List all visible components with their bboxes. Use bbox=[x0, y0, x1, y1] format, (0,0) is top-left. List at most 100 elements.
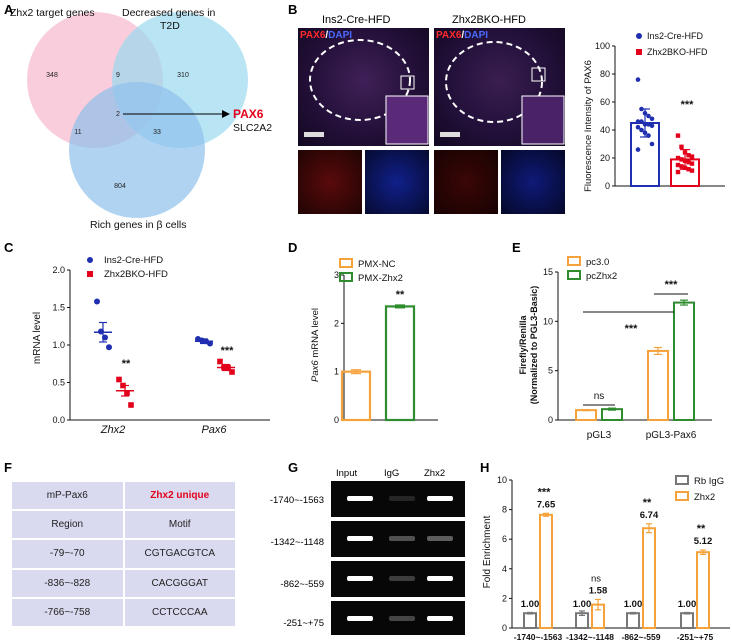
chart-c-point bbox=[207, 340, 213, 347]
chart-b-point bbox=[635, 119, 641, 124]
chart-d-ylabel-gene: Pax6 bbox=[310, 360, 321, 382]
chart-d-ytick-label: 1 bbox=[334, 367, 339, 377]
chart-h-value-label-igg: 1.00 bbox=[624, 599, 643, 610]
chart-c-point bbox=[221, 364, 227, 371]
chart-h-legend-2: Zhx2 bbox=[694, 492, 715, 503]
chart-b-marks bbox=[630, 77, 700, 187]
chart-b-point bbox=[649, 123, 655, 129]
chart-c-sig-1: ** bbox=[122, 358, 131, 370]
motif-table-cell: -79~-70 bbox=[10, 538, 125, 570]
panel-label-e: E bbox=[512, 240, 521, 255]
chart-e-bar bbox=[673, 301, 695, 421]
chart-b-point bbox=[682, 150, 688, 155]
chart-b-point bbox=[642, 122, 648, 127]
motif-table-cell: -836~-828 bbox=[10, 567, 125, 599]
chart-h-value-label-igg: 1.00 bbox=[678, 599, 697, 610]
chart-b-ytick-label: 60 bbox=[600, 97, 610, 107]
chart-e-sig-cross: *** bbox=[625, 323, 639, 335]
chart-b-point bbox=[642, 130, 648, 136]
chart-h-bar-igg bbox=[626, 612, 640, 629]
chart-h-value-label-igg: 1.00 bbox=[573, 599, 592, 610]
chart-b-ylabel: Fluorescence Intensity of PAX6 bbox=[583, 60, 594, 192]
micro-stain-dapi-2: DAPI bbox=[464, 30, 489, 41]
chart-d-legend-2: PMX-Zhx2 bbox=[358, 273, 403, 284]
zoom-inset bbox=[385, 95, 429, 145]
gel-lane-zhx2: Zhx2 bbox=[424, 468, 446, 479]
micro-channel-blue-2 bbox=[501, 150, 565, 214]
chart-c-legend-marker-2 bbox=[87, 271, 93, 277]
chart-h-ylabel: Fold Enrichment bbox=[482, 515, 493, 588]
chart-b-point bbox=[686, 160, 691, 165]
chart-c-ytick-label: 1.0 bbox=[52, 340, 65, 350]
micro-title-group2: Zhx2BKO-HFD bbox=[452, 14, 526, 26]
chart-b-point bbox=[639, 119, 644, 124]
chart-h-bar-zhx2 bbox=[696, 551, 710, 629]
chart-e-bar bbox=[575, 409, 597, 421]
motif-table-cell: mP-Pax6 bbox=[10, 479, 125, 512]
chart-c-ylabel: mRNA level bbox=[32, 312, 43, 364]
chart-h-value-label-zhx2: 5.12 bbox=[694, 536, 713, 547]
chart-b-point bbox=[649, 116, 655, 122]
chart-b-point bbox=[646, 133, 651, 138]
gel-band bbox=[389, 616, 415, 621]
gel-band bbox=[389, 536, 415, 541]
venn-count-ac: 11 bbox=[74, 129, 81, 136]
chart-b-point bbox=[646, 113, 651, 119]
gel-band bbox=[427, 536, 453, 541]
motif-table-row: Region Motif bbox=[10, 509, 237, 541]
chart-b-point bbox=[635, 124, 641, 130]
motif-table-cell: Motif bbox=[122, 509, 237, 541]
chart-c-ytick-label: 0.5 bbox=[52, 378, 65, 388]
motif-table-row: mP-Pax6 Zhx2 unique bbox=[10, 479, 237, 512]
zoom-inset-2 bbox=[521, 95, 565, 145]
chart-b-legend-2: Zhx2BKO-HFD bbox=[647, 47, 708, 57]
chart-c-point bbox=[124, 390, 130, 396]
chart-b-legend-marker-2 bbox=[636, 49, 642, 55]
venn-count-a-only: 348 bbox=[46, 72, 58, 79]
chart-b-point bbox=[639, 127, 644, 133]
chart-h-significance: ** bbox=[643, 497, 652, 509]
chart-d-bar bbox=[384, 305, 416, 422]
micro-image-group1: PAX6/DAPI bbox=[298, 28, 429, 146]
gel-region-label-1: -1740~-1563 bbox=[269, 495, 324, 506]
micro-stain-label-2: PAX6/DAPI bbox=[436, 30, 488, 41]
chart-d-legend-marker-1 bbox=[339, 258, 353, 268]
chart-h-xlabel: -251~+75 bbox=[677, 632, 714, 641]
chart-b-point bbox=[686, 153, 691, 158]
gel-band bbox=[389, 496, 415, 501]
chart-d-significance: ** bbox=[396, 289, 405, 301]
chart-b-point bbox=[675, 133, 681, 138]
chart-e-axes: 0 5 10 15 bbox=[543, 267, 712, 425]
chart-h-legend-marker-2 bbox=[675, 491, 689, 501]
gel-region-label-2: -1342~-1148 bbox=[270, 537, 324, 548]
chart-b-point bbox=[682, 158, 688, 163]
chart-d-marks bbox=[340, 304, 416, 422]
chart-b: 0 20 40 60 80 100 Fluorescence Intensity of P… bbox=[583, 31, 725, 192]
chart-c-marks bbox=[94, 298, 235, 408]
motif-table-cell: Region bbox=[10, 509, 125, 541]
chart-b-point bbox=[686, 167, 691, 172]
micro-overlay-group1 bbox=[304, 39, 429, 145]
micro-stain-sep-2: / bbox=[461, 30, 465, 41]
chart-b-point bbox=[682, 165, 688, 170]
chart-b-point bbox=[679, 164, 684, 169]
zoom-box-2 bbox=[531, 67, 546, 82]
venn-label-a: Zhx2 target genes bbox=[10, 7, 95, 19]
chart-c-point bbox=[225, 364, 231, 371]
chart-h-value-label-zhx2: 7.65 bbox=[537, 499, 556, 510]
micro-channel-red-2 bbox=[434, 150, 498, 214]
chart-d-ytick-label: 0 bbox=[334, 415, 339, 425]
chart-b-point bbox=[689, 154, 695, 159]
gel-band bbox=[427, 576, 453, 581]
chart-h-legend-marker-1 bbox=[675, 475, 689, 485]
chart-c-xlabel-1: Zhx2 bbox=[100, 424, 125, 436]
micro-stain-label: PAX6/DAPI bbox=[300, 30, 352, 41]
chart-d-ytick-label: 2 bbox=[334, 318, 339, 328]
panel-label-f: F bbox=[4, 460, 12, 475]
chart-c-ytick-label: 1.5 bbox=[52, 303, 65, 313]
venn-result-gene1: PAX6 bbox=[233, 107, 264, 121]
chart-e-xlabel: pGL3 bbox=[587, 430, 612, 441]
micro-stain-sep: / bbox=[325, 30, 329, 41]
gel-region-label-4: -251~+75 bbox=[283, 618, 324, 629]
